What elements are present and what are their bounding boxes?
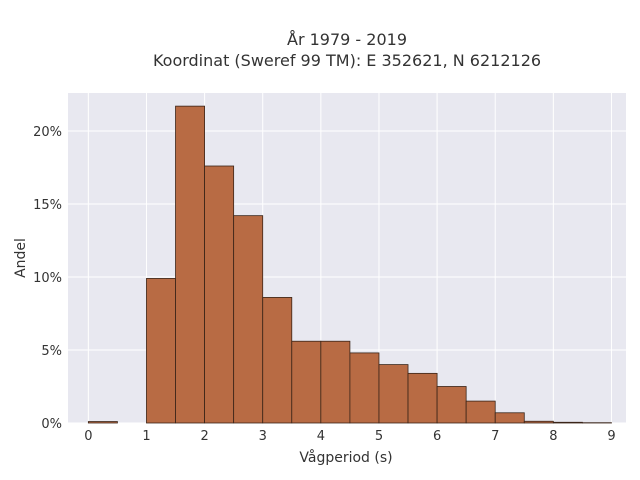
- histogram-bar: [523, 420, 554, 424]
- histogram-bar: [494, 412, 525, 424]
- chart-title-line-1: År 1979 - 2019: [287, 30, 407, 49]
- x-axis-ticks: 0 1 2 3 4 5 6 7 8 9: [84, 429, 615, 444]
- x-tick-label: 2: [200, 429, 208, 444]
- y-tick-label: 15%: [33, 198, 62, 213]
- x-axis-title: Vågperiod (s): [299, 449, 392, 466]
- histogram-bar: [233, 215, 264, 424]
- x-tick-label: 3: [259, 429, 267, 444]
- histogram-bar: [378, 364, 409, 424]
- histogram-bar: [552, 421, 583, 424]
- chart-title-line-2: Koordinat (Sweref 99 TM): E 352621, N 62…: [153, 51, 541, 70]
- y-tick-label: 20%: [33, 125, 62, 140]
- x-tick-label: 4: [317, 429, 325, 444]
- x-tick-label: 7: [491, 429, 499, 444]
- histogram-bar: [87, 421, 118, 424]
- histogram-bar: [320, 340, 351, 424]
- histogram-bar: [146, 278, 176, 424]
- histogram-bar: [465, 400, 496, 424]
- y-axis-title: Andel: [13, 238, 29, 278]
- x-tick-label: 1: [142, 429, 150, 444]
- x-tick-label: 9: [607, 429, 615, 444]
- y-tick-label: 10%: [33, 271, 62, 286]
- x-tick-label: 0: [84, 429, 92, 444]
- x-tick-label: 8: [549, 429, 557, 444]
- histogram-bar: [175, 105, 205, 424]
- histogram-bar: [262, 297, 293, 424]
- histogram-bar: [436, 386, 467, 424]
- y-tick-label: 0%: [41, 417, 62, 432]
- x-tick-label: 5: [375, 429, 383, 444]
- x-tick-label: 6: [433, 429, 441, 444]
- histogram-bar: [204, 165, 235, 424]
- histogram-bar: [407, 372, 438, 424]
- y-tick-label: 5%: [41, 344, 62, 359]
- histogram-bar: [291, 340, 322, 424]
- histogram-bars: [87, 105, 612, 424]
- histogram-bar: [349, 352, 380, 424]
- y-axis-ticks: 0% 5% 10% 15% 20%: [33, 125, 62, 432]
